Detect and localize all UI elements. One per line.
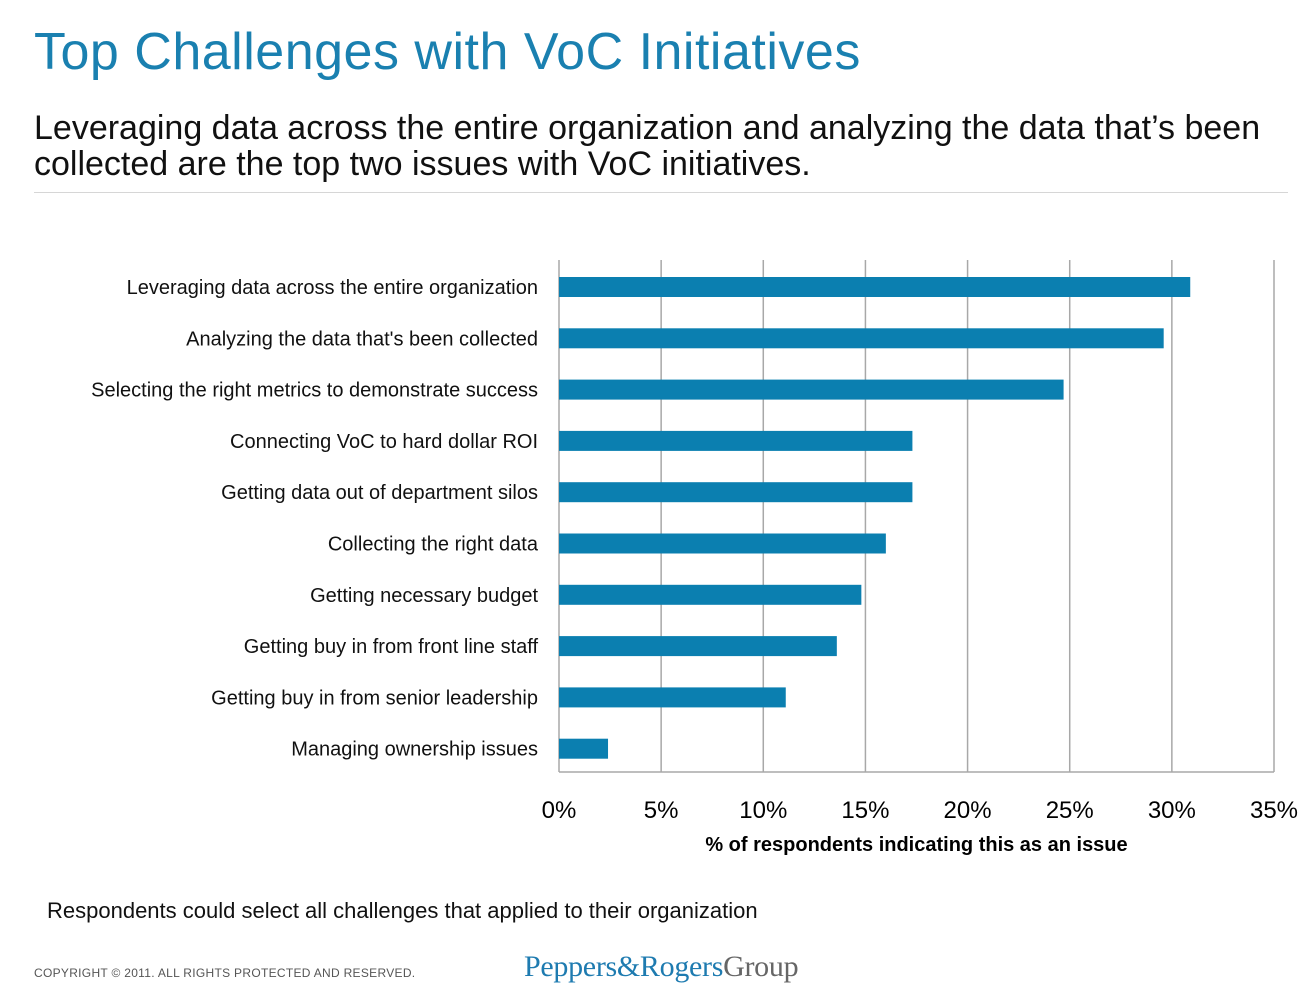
- bar: [559, 584, 862, 605]
- category-label: Connecting VoC to hard dollar ROI: [230, 431, 538, 453]
- category-label: Managing ownership issues: [291, 739, 538, 761]
- bar: [559, 379, 1064, 400]
- bar: [559, 738, 609, 759]
- page-subtitle: Leveraging data across the entire organi…: [34, 109, 1261, 183]
- bar: [559, 277, 1191, 297]
- x-tick-label: 5%: [644, 797, 679, 824]
- x-tick-label: 15%: [841, 797, 889, 824]
- logo-part-3: Group: [723, 950, 799, 983]
- chart-footnote: Respondents could select all challenges …: [47, 898, 758, 923]
- x-tick-label: 35%: [1250, 797, 1298, 824]
- x-tick-label: 30%: [1148, 797, 1196, 824]
- copyright-text: COPYRIGHT © 2011. ALL RIGHTS PROTECTED A…: [34, 966, 416, 980]
- x-tick-label: 0%: [542, 797, 577, 824]
- category-label: Selecting the right metrics to demonstra…: [91, 380, 538, 402]
- category-label: Getting buy in from senior leadership: [211, 687, 538, 709]
- category-label: Getting data out of department silos: [221, 482, 538, 504]
- x-tick-label: 25%: [1046, 797, 1094, 824]
- bar: [559, 430, 913, 451]
- x-tick-label: 20%: [944, 797, 992, 824]
- x-axis-title: % of respondents indicating this as an i…: [705, 834, 1127, 856]
- logo-part-2: &Rogers: [616, 950, 724, 983]
- logo-part-1: Peppers: [524, 950, 617, 983]
- bar: [559, 636, 837, 657]
- bar: [559, 328, 1164, 349]
- bar: [559, 533, 886, 554]
- company-logo: Peppers&RogersGroup: [524, 950, 799, 984]
- x-tick-label: 10%: [739, 797, 787, 824]
- bar-chart: 0% 5% 10% 15% 20% 25% 30% 35% Leveraging data ac…: [91, 260, 1298, 856]
- bar: [559, 687, 786, 708]
- title-divider: [34, 192, 1288, 193]
- category-label: Getting buy in from front line staff: [244, 636, 539, 658]
- category-label: Collecting the right data: [328, 534, 539, 556]
- category-label: Leveraging data across the entire organi…: [127, 277, 538, 299]
- page-title: Top Challenges with VoC Initiatives: [34, 23, 861, 81]
- category-label: Analyzing the data that's been collected: [186, 328, 538, 350]
- bar: [559, 482, 913, 503]
- category-label: Getting necessary budget: [310, 585, 538, 607]
